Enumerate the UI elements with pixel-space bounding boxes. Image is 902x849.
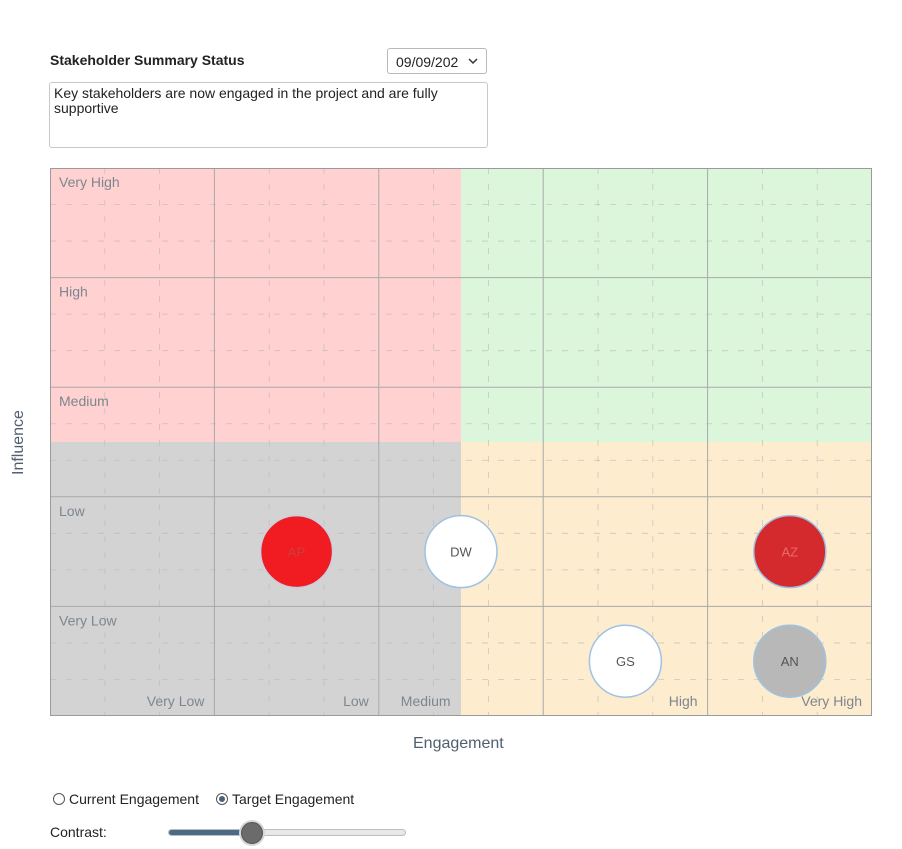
matrix-border — [50, 168, 872, 716]
influence-label: Low — [59, 503, 86, 519]
contrast-slider-thumb[interactable] — [240, 822, 263, 844]
x-axis-title: Engagement — [413, 735, 504, 752]
stakeholder-initials: GS — [616, 654, 635, 669]
stakeholder-bubble[interactable] — [259, 514, 334, 589]
date-dropdown[interactable]: 09/09/202 — [387, 48, 487, 74]
influence-label: Very Low — [59, 612, 117, 628]
radio-target-icon[interactable] — [216, 793, 228, 805]
radio-current-label: Current Engagement — [69, 791, 199, 807]
stakeholder-bubble[interactable] — [588, 624, 663, 698]
contrast-slider-fill — [169, 830, 252, 835]
summary-text-area[interactable]: Key stakeholders are now engaged in the … — [49, 82, 488, 148]
radio-target-engagement[interactable]: Target Engagement — [216, 791, 354, 807]
y-axis-title: Influence — [10, 410, 27, 475]
stakeholder-bubble[interactable] — [753, 514, 827, 589]
chevron-down-icon — [468, 58, 478, 65]
date-dropdown-value: 09/09/202 — [396, 54, 459, 70]
stakeholder-initials: AZ — [781, 545, 798, 560]
engagement-label: Medium — [401, 693, 451, 709]
stakeholder-bubble[interactable] — [753, 624, 827, 698]
stakeholder-initials: AN — [781, 654, 799, 669]
influence-label: High — [59, 284, 88, 300]
quadrant-top-left — [50, 168, 461, 442]
engagement-label: Very Low — [147, 693, 205, 709]
radio-target-label: Target Engagement — [232, 791, 355, 807]
influence-label: Very High — [59, 174, 120, 190]
engagement-label: Low — [343, 693, 370, 709]
stakeholder-initials: DW — [450, 545, 472, 560]
contrast-slider[interactable] — [168, 822, 406, 844]
radio-current-icon[interactable] — [53, 793, 65, 805]
radio-current-engagement[interactable]: Current Engagement — [53, 791, 199, 807]
stakeholder-initials: AP — [288, 545, 305, 560]
quadrant-bottom-left — [50, 442, 461, 716]
stakeholder-matrix: Very High High Medium Low Very Low Very Low Lo… — [50, 168, 872, 716]
influence-label: Medium — [59, 393, 109, 409]
engagement-label: High — [669, 693, 698, 709]
quadrant-top-right — [461, 168, 872, 442]
summary-status-title: Stakeholder Summary Status — [50, 52, 245, 68]
contrast-label: Contrast: — [50, 824, 107, 840]
engagement-label: Very High — [801, 693, 862, 709]
stakeholder-bubble[interactable] — [424, 514, 498, 589]
